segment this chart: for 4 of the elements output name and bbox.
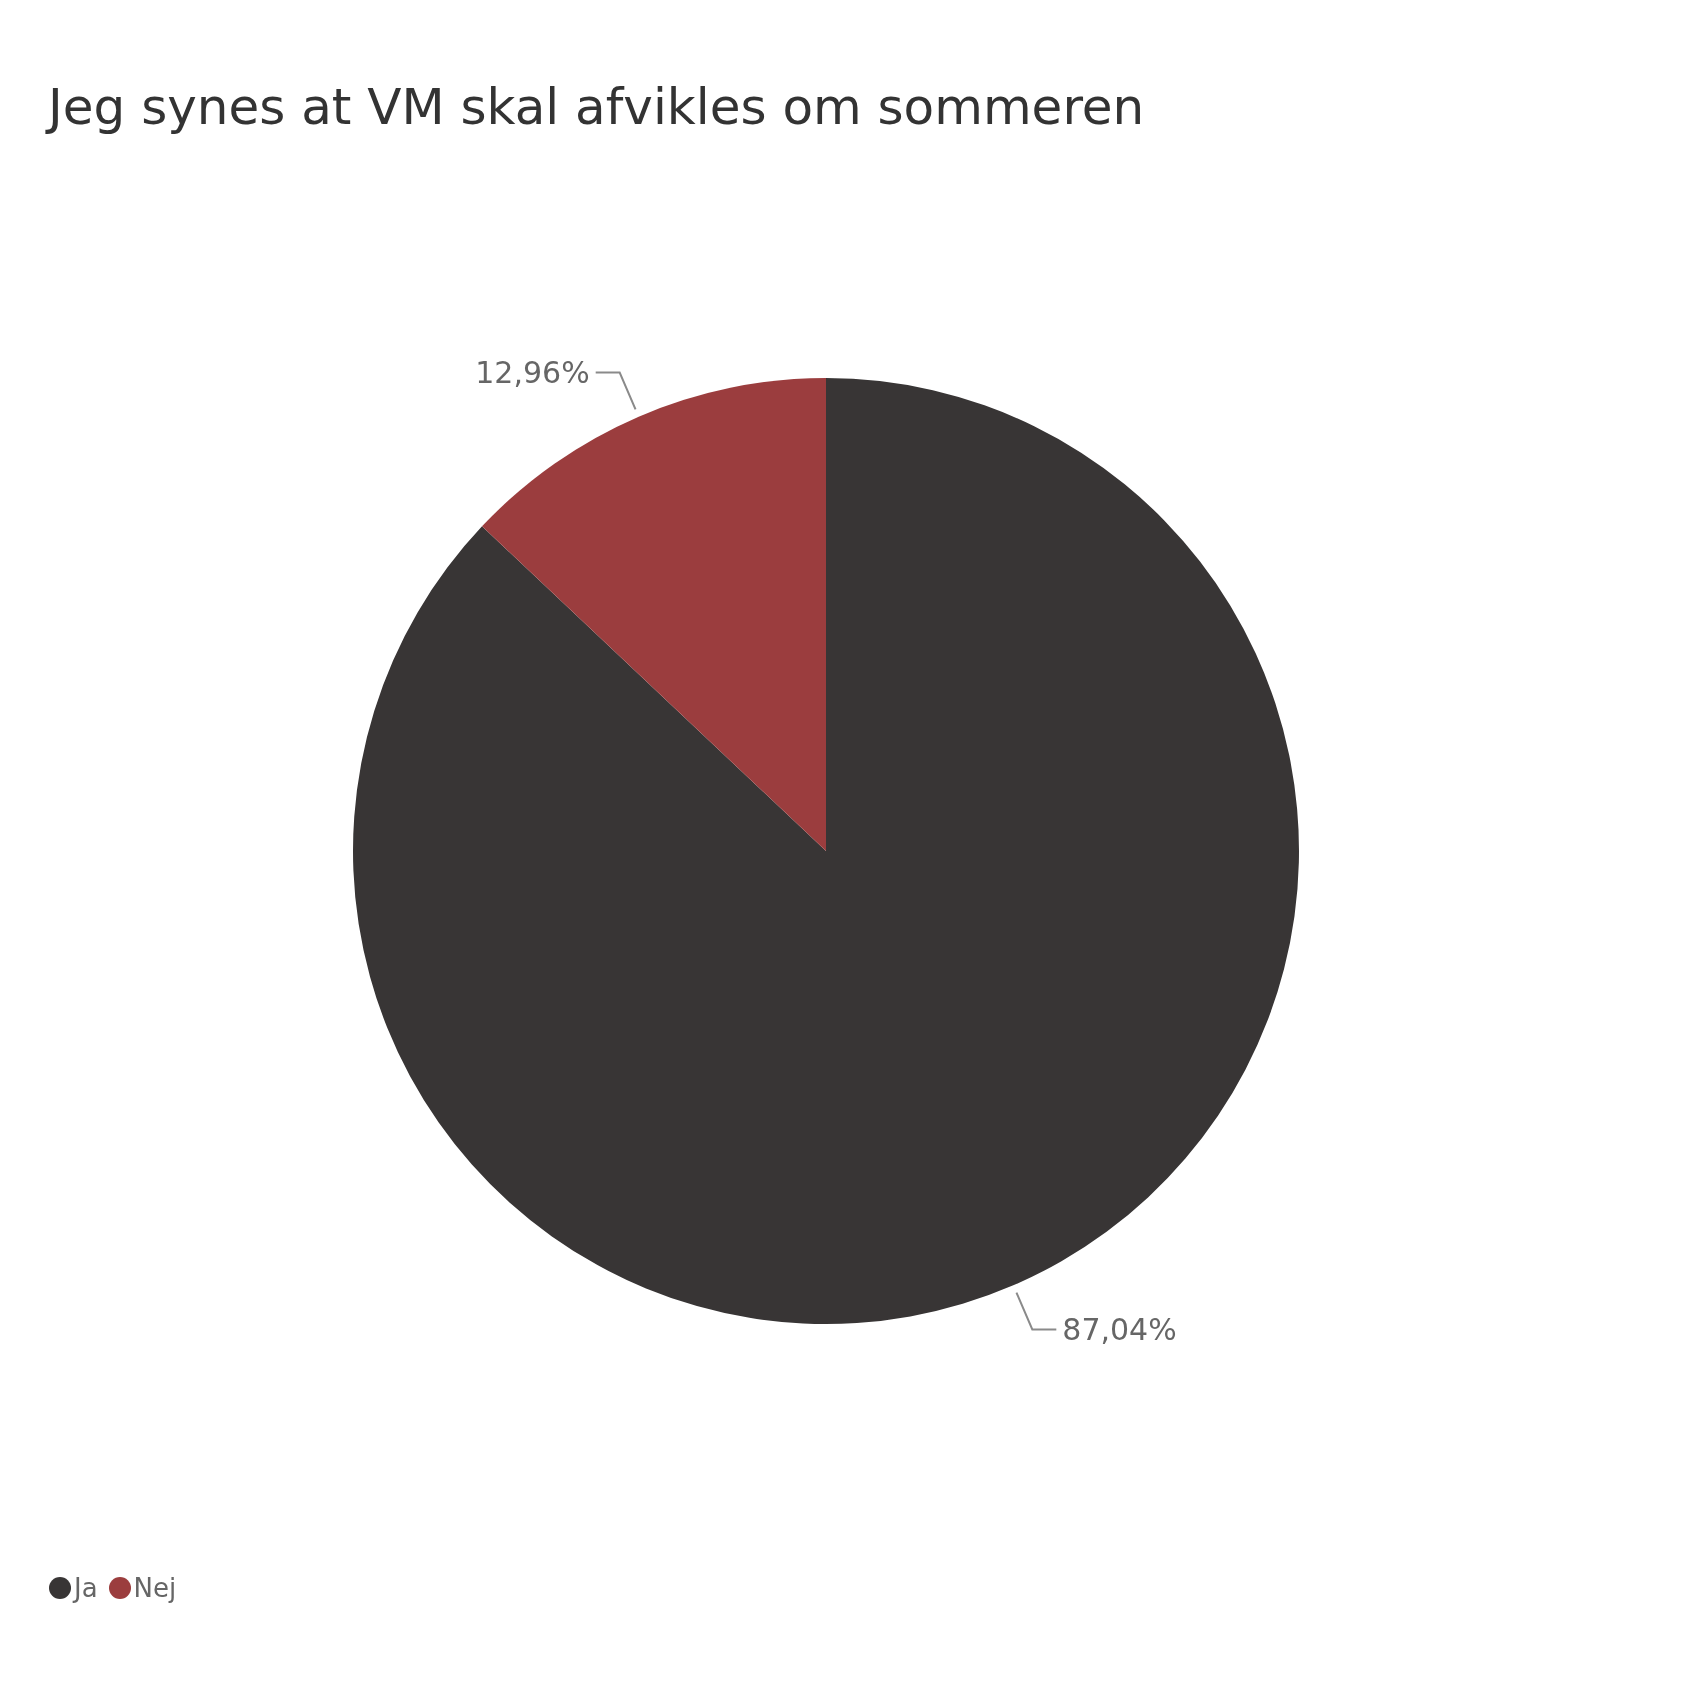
data-label: 12,96% <box>475 355 590 391</box>
legend-label: Ja <box>74 1573 98 1603</box>
legend-label: Nej <box>133 1573 177 1603</box>
data-label: 87,04% <box>1062 1311 1177 1347</box>
